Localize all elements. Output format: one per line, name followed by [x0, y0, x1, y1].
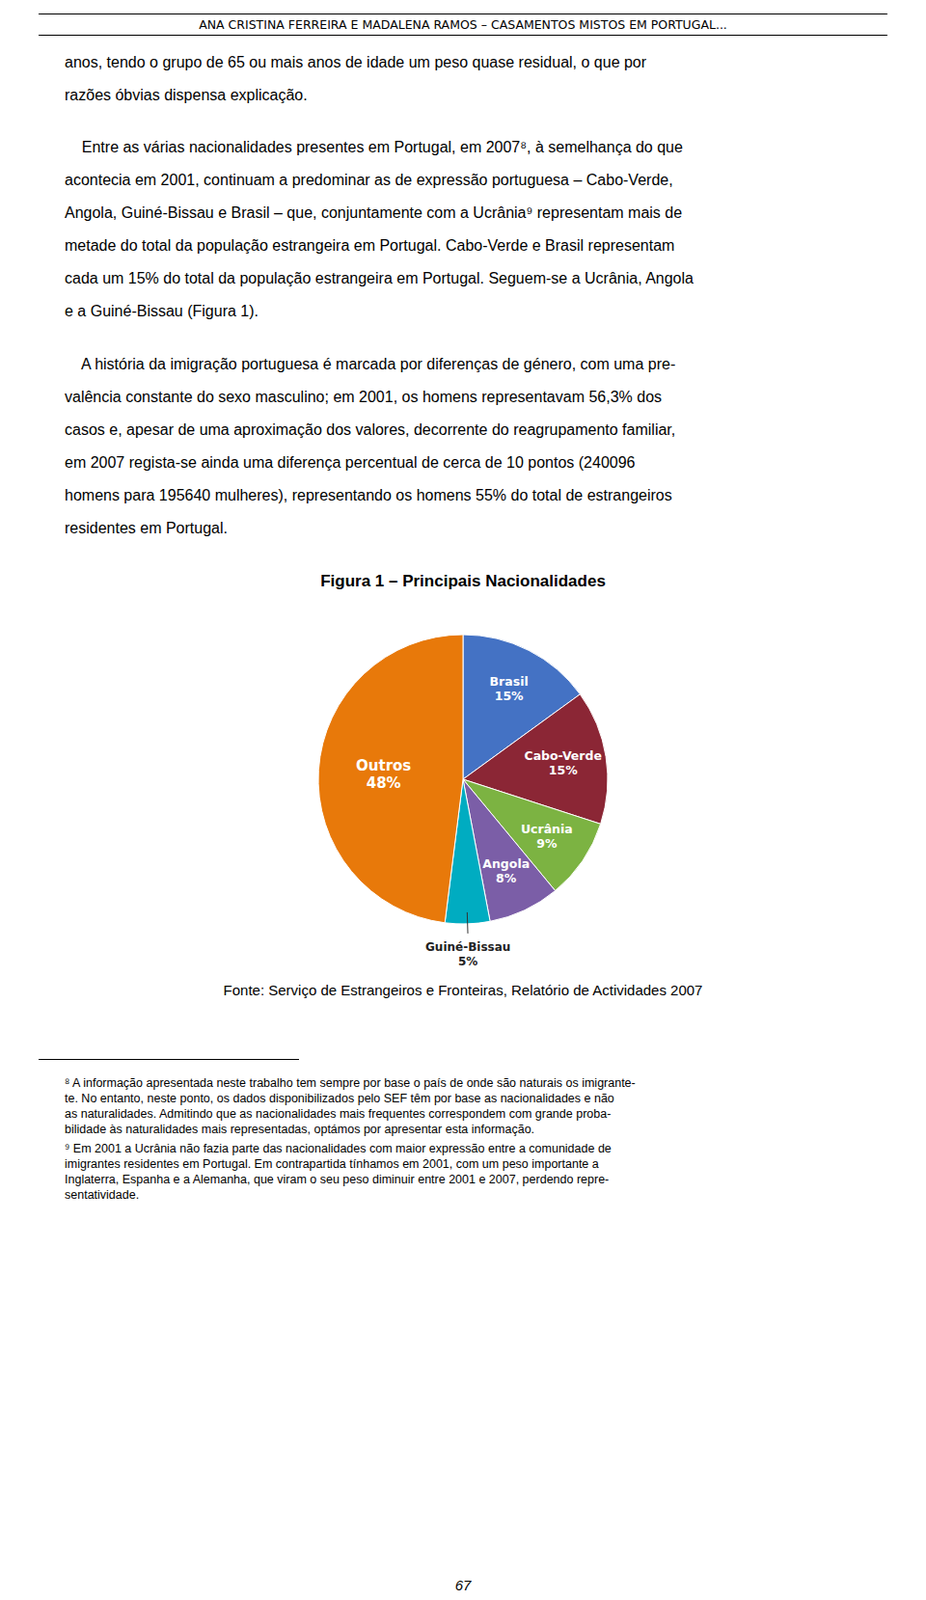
footnote-line: te. No entanto, neste ponto, os dados di… [64, 1091, 615, 1106]
data-label-category: Outros [355, 757, 411, 775]
body-line: Entre as várias nacionalidades presentes… [64, 138, 683, 157]
body-line: e a Guiné-Bissau (Figura 1). [64, 302, 259, 321]
rule [38, 1059, 300, 1061]
body-line: valência constante do sexo masculino; em… [64, 388, 662, 407]
data-label-category: Ucrânia [520, 820, 573, 836]
rule [38, 13, 888, 15]
body-line: A história da imigração portuguesa é mar… [64, 355, 676, 374]
body-line: Angola, Guiné-Bissau e Brasil – que, con… [64, 204, 682, 222]
footnote-line: sentatividade. [64, 1188, 139, 1202]
footnote-line: ⁹ Em 2001 a Ucrânia não fazia parte das … [64, 1142, 612, 1156]
data-label-value: 9% [536, 835, 558, 850]
data-label-category: Brasil [490, 674, 529, 689]
body-line: razões óbvias dispensa explicação. [64, 86, 308, 105]
page-number: 67 [0, 1577, 926, 1594]
footnote-line: ⁸ A informação apresentada neste trabalh… [64, 1076, 636, 1090]
data-label-value: 5% [458, 953, 478, 968]
data-label-value: 48% [366, 774, 402, 792]
data-labels: Brasil15%Cabo-Verde15%Ucrânia9%Angola8%G… [355, 674, 602, 969]
data-label-category: Guiné-Bissau [425, 940, 511, 954]
body-line: cada um 15% do total da população estran… [64, 270, 694, 288]
footnote-line: as naturalidades. Admitindo que as nacio… [64, 1107, 611, 1121]
source-note: Fonte: Serviço de Estrangeiros e Frontei… [0, 981, 926, 999]
page-header: ANA CRISTINA FERREIRA E MADALENA RAMOS –… [0, 18, 926, 32]
data-label-value: 15% [494, 688, 524, 704]
pie-slice [318, 634, 463, 924]
pie [318, 634, 608, 925]
data-label-value: 8% [495, 870, 518, 885]
chart: Brasil15%Cabo-Verde15%Ucrânia9%Angola8%G… [0, 615, 926, 982]
body-line: metade do total da população estrangeira… [64, 237, 675, 255]
footnote-line: Inglaterra, Espanha e a Alemanha, que vi… [64, 1172, 609, 1187]
footnote-line: bilidade às naturalidades mais represent… [64, 1122, 535, 1137]
data-label-value: 15% [548, 762, 578, 778]
body-line: anos, tendo o grupo de 65 ou mais anos d… [64, 54, 647, 72]
body-line: residentes em Portugal. [64, 519, 228, 538]
body-line: homens para 195640 mulheres), representa… [64, 487, 673, 505]
chart-title: Figura 1 – Principais Nacionalidades [0, 571, 926, 592]
footnote-line: imigrantes residentes em Portugal. Em co… [64, 1157, 600, 1172]
leader-line [466, 912, 469, 934]
body-line: em 2007 regista-se ainda uma diferença p… [64, 454, 636, 472]
data-label-category: Cabo-Verde [523, 748, 601, 763]
data-label-category: Angola [482, 855, 530, 871]
rule [38, 34, 888, 36]
body-line: casos e, apesar de uma aproximação dos v… [64, 421, 676, 439]
body-line: acontecia em 2001, continuam a predomina… [64, 171, 674, 190]
